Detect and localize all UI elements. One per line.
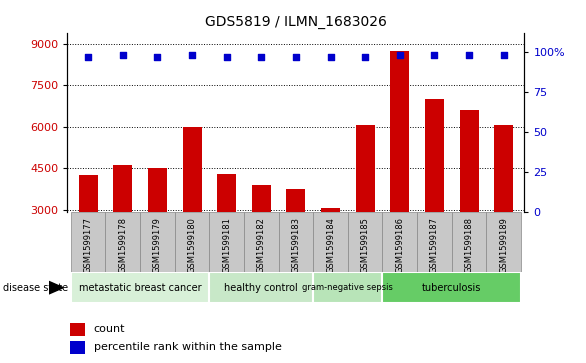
Bar xyxy=(356,125,374,293)
Bar xyxy=(71,272,209,303)
Text: healthy control: healthy control xyxy=(224,283,298,293)
Bar xyxy=(314,212,348,272)
Text: metastatic breast cancer: metastatic breast cancer xyxy=(79,283,202,293)
Text: GSM1599184: GSM1599184 xyxy=(326,217,335,273)
Point xyxy=(257,54,266,60)
Bar xyxy=(209,212,244,272)
Text: GSM1599187: GSM1599187 xyxy=(430,217,439,273)
Bar xyxy=(494,125,513,293)
Text: count: count xyxy=(94,324,125,334)
Bar xyxy=(148,168,167,293)
Bar xyxy=(140,212,175,272)
Text: percentile rank within the sample: percentile rank within the sample xyxy=(94,342,282,352)
Point xyxy=(153,54,162,60)
Bar xyxy=(417,212,452,272)
Bar xyxy=(390,51,410,293)
Bar xyxy=(314,272,383,303)
Title: GDS5819 / ILMN_1683026: GDS5819 / ILMN_1683026 xyxy=(205,15,387,29)
Point xyxy=(395,52,404,58)
Text: tuberculosis: tuberculosis xyxy=(422,283,482,293)
Text: GSM1599177: GSM1599177 xyxy=(84,217,93,273)
Bar xyxy=(79,175,98,293)
Bar xyxy=(244,212,278,272)
Point xyxy=(188,52,197,58)
Bar xyxy=(278,212,314,272)
Bar xyxy=(459,110,479,293)
Bar xyxy=(287,189,305,293)
Text: GSM1599180: GSM1599180 xyxy=(188,217,196,273)
Bar xyxy=(209,272,314,303)
Bar xyxy=(486,212,521,272)
Polygon shape xyxy=(49,281,63,294)
Text: GSM1599181: GSM1599181 xyxy=(222,217,231,273)
Point xyxy=(326,54,335,60)
Text: GSM1599183: GSM1599183 xyxy=(291,217,301,273)
Point xyxy=(291,54,301,60)
Point xyxy=(83,54,93,60)
Text: GSM1599179: GSM1599179 xyxy=(153,217,162,273)
Bar xyxy=(71,212,105,272)
Bar xyxy=(182,127,202,293)
Bar xyxy=(383,272,521,303)
Bar xyxy=(175,212,209,272)
Bar xyxy=(70,323,85,336)
Bar xyxy=(452,212,486,272)
Bar xyxy=(105,212,140,272)
Text: disease state: disease state xyxy=(3,283,68,293)
Text: gram-negative sepsis: gram-negative sepsis xyxy=(302,283,393,292)
Point xyxy=(430,52,439,58)
Point xyxy=(464,52,473,58)
Text: GSM1599185: GSM1599185 xyxy=(361,217,370,273)
Bar xyxy=(217,174,236,293)
Bar xyxy=(425,99,444,293)
Text: GSM1599178: GSM1599178 xyxy=(118,217,127,273)
Point xyxy=(222,54,231,60)
Bar xyxy=(113,166,132,293)
Bar xyxy=(252,185,271,293)
Point xyxy=(118,52,128,58)
Point xyxy=(499,52,509,58)
Text: GSM1599189: GSM1599189 xyxy=(499,217,508,273)
Bar xyxy=(321,208,340,293)
Bar xyxy=(383,212,417,272)
Point xyxy=(360,54,370,60)
Text: GSM1599182: GSM1599182 xyxy=(257,217,266,273)
Text: GSM1599188: GSM1599188 xyxy=(465,217,473,273)
Bar xyxy=(70,341,85,354)
Text: GSM1599186: GSM1599186 xyxy=(396,217,404,273)
Bar xyxy=(348,212,383,272)
